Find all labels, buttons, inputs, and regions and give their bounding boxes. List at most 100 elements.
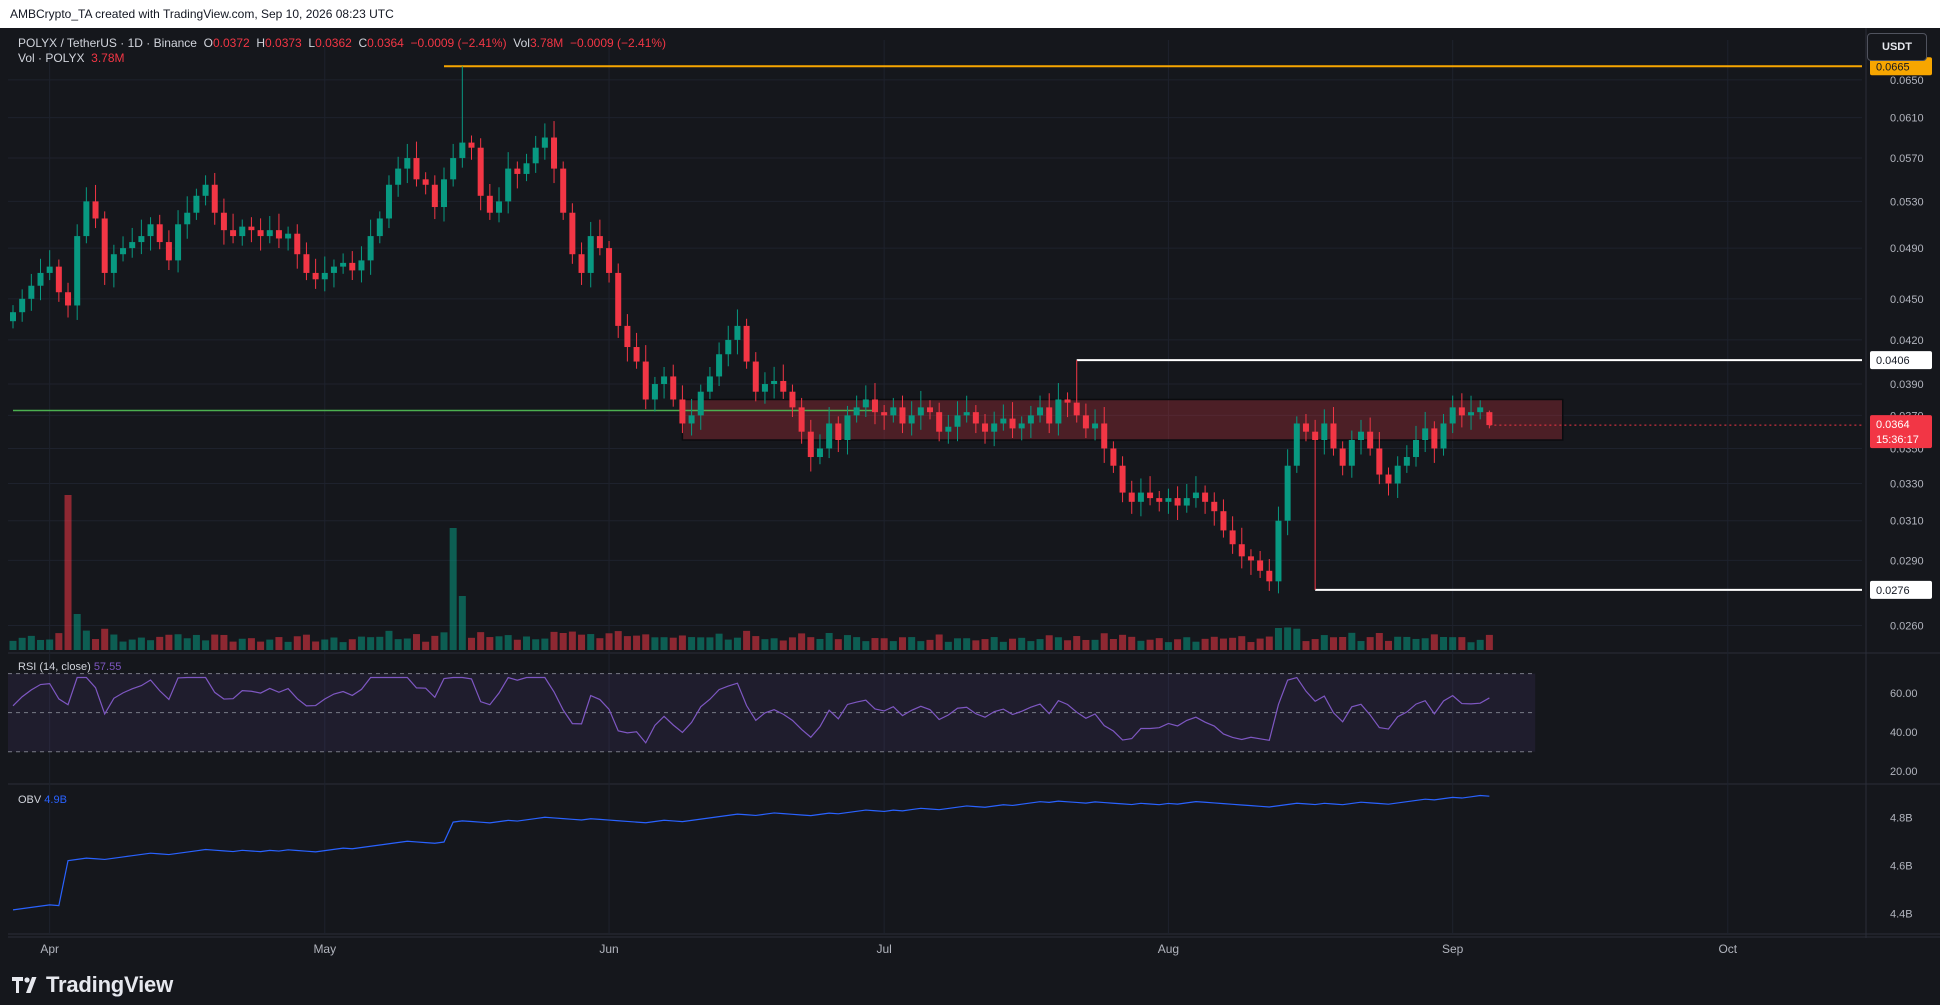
candle-body [1293, 423, 1300, 466]
volume-bar [73, 614, 81, 650]
price-tick-label: 0.0570 [1890, 153, 1924, 165]
candle-body [1147, 492, 1154, 499]
candle-body [1431, 428, 1438, 449]
open-value: 0.0372 [212, 36, 250, 50]
vol-value: 3.78M [529, 36, 564, 50]
change-value: −0.0009 (−2.41%) [410, 36, 507, 50]
candle-body [340, 262, 347, 267]
volume-bar [458, 596, 466, 650]
volume-bar [1284, 627, 1292, 650]
candle-body [688, 415, 695, 424]
candle-body [1202, 492, 1209, 502]
volume-bar [981, 639, 989, 650]
candle-body [1110, 448, 1117, 466]
candle-body [1367, 431, 1374, 449]
price-tick-label: 0.0310 [1890, 516, 1924, 528]
candle-body [1183, 498, 1190, 506]
volume-bar [183, 638, 191, 650]
date-tick-label: May [313, 942, 336, 956]
volume-bar [1119, 634, 1127, 650]
volume-bar [568, 631, 576, 650]
supply-zone-box [681, 398, 1564, 441]
current-price-badge: 0.0364 15:36:17 [1870, 415, 1932, 449]
candle-body [1357, 431, 1364, 441]
volume-bar [761, 639, 769, 650]
volume-bars [9, 495, 1493, 650]
price-level-badge-text: 0.0276 [1876, 585, 1910, 597]
volume-bar [1430, 634, 1438, 650]
candle-body [1037, 407, 1044, 416]
candle-body [1220, 511, 1227, 531]
volume-bar [412, 634, 420, 650]
close-value: 0.0364 [367, 36, 404, 50]
volume-bar [1192, 641, 1200, 650]
candle-body [752, 361, 759, 392]
volume-bar [908, 637, 916, 650]
volume-bar [743, 630, 751, 650]
volume-bar [357, 636, 365, 650]
obv-label: OBV [18, 794, 42, 806]
volume-bar [1394, 636, 1402, 650]
volume-bar [798, 633, 806, 650]
candle-body [963, 412, 970, 416]
volume-bar [339, 642, 347, 650]
candle-body [670, 376, 677, 400]
candle-body [1257, 560, 1264, 571]
volume-bar [1146, 639, 1154, 650]
quote-currency-button[interactable]: USDT [1867, 33, 1927, 61]
volume-bar [156, 636, 164, 650]
volume-bar [92, 639, 100, 650]
volume-bar [605, 633, 613, 650]
candle-body [65, 292, 72, 306]
candle-body [257, 230, 264, 237]
candle-body [1055, 399, 1062, 424]
candle-body [826, 423, 833, 449]
volume-bar [18, 637, 26, 650]
candle-body [266, 230, 273, 237]
volume-bar [385, 630, 393, 650]
candle-body [899, 407, 906, 424]
candle-body [1413, 440, 1420, 458]
candle-body [1238, 544, 1245, 557]
candle-body [1137, 492, 1144, 502]
candle-body [477, 147, 484, 196]
volume-bar [788, 637, 796, 650]
candle-body [83, 201, 90, 237]
rsi-value: 57.55 [93, 661, 122, 673]
obv-legend[interactable]: OBV 4.9B [18, 794, 67, 806]
candle-body [413, 158, 420, 180]
volume-bar [523, 636, 531, 650]
volume-bar [1375, 633, 1383, 650]
candle-body [1073, 402, 1080, 416]
price-tick-label: 0.0530 [1890, 196, 1924, 208]
volume-legend-label[interactable]: Vol · POLYX [18, 51, 85, 65]
volume-bar [559, 633, 567, 650]
low-value: 0.0362 [315, 36, 352, 50]
candle-body [211, 184, 218, 213]
price-tick-label: 0.0330 [1890, 478, 1924, 490]
volume-bar [807, 637, 815, 650]
candle-body [1211, 501, 1218, 512]
high-value: 0.0373 [265, 36, 302, 50]
chart-frame[interactable]: 0.0650 0.0610 0.0570 0.0530 0.0490 0.0450 0.04… [0, 28, 1940, 965]
volume-bar [532, 639, 540, 650]
rsi-legend[interactable]: RSI (14, close) 57.55 [18, 661, 121, 673]
candle-body [844, 415, 851, 441]
volume-bar [1238, 636, 1246, 650]
candle-body [1449, 407, 1456, 424]
rsi-tick-label: 20.00 [1890, 766, 1918, 778]
candle-body [1247, 556, 1254, 561]
tradingview-logo[interactable]: TradingView [0, 972, 173, 998]
volume-bar [312, 641, 320, 650]
vol-change-value: −0.0009 (−2.41%) [569, 36, 667, 50]
candle-body [101, 218, 108, 273]
candle-body [560, 168, 567, 213]
candlestick-chart[interactable]: 0.0650 0.0610 0.0570 0.0530 0.0490 0.0450 0.04… [0, 28, 1940, 965]
volume-bar [550, 631, 558, 650]
candle-body [349, 262, 356, 271]
volume-bar [1302, 641, 1310, 650]
candle-body [1385, 474, 1392, 484]
candle-body [514, 168, 521, 174]
symbol-label[interactable]: POLYX / TetherUS · 1D · Binance [18, 36, 197, 50]
candle-body [771, 380, 778, 385]
